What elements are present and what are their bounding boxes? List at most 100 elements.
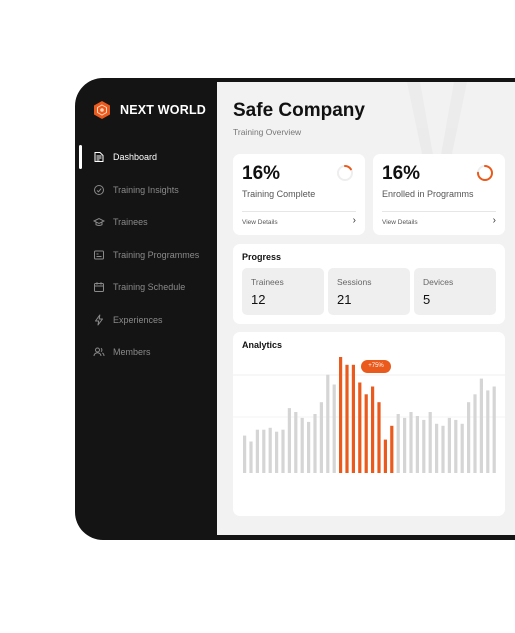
view-details-link[interactable]: View Details [242,219,278,226]
chart-bar [447,417,451,473]
sidebar: NEXT WORLD Dashboard Training Insights [75,78,217,540]
chart-bar [319,402,323,473]
analytics-title: Analytics [242,340,283,350]
chart-bar [396,414,400,473]
chevron-right-icon[interactable]: › [352,215,356,226]
sidebar-item-label: Training Programmes [113,249,200,260]
sidebar-item-experiences[interactable]: Experiences [93,309,199,331]
chart-bar [428,412,432,473]
chart-bar [326,374,330,473]
chart-bar [358,382,362,473]
chart-bar [454,419,458,473]
metric-trainees[interactable]: Trainees 12 [242,268,324,315]
sidebar-item-label: Training Insights [113,184,179,195]
sidebar-item-label: Members [113,347,151,357]
chart-bar [345,364,349,473]
chevron-right-icon[interactable]: › [492,215,496,226]
chart-bar [383,439,387,473]
sidebar-item-training-programmes[interactable]: Training Programmes [93,244,199,266]
chart-bar [281,429,285,473]
brand-name: NEXT WORLD [120,103,207,117]
programmes-icon [93,249,105,261]
chart-bar [262,429,266,473]
metric-value: 21 [337,292,352,307]
sidebar-item-training-schedule[interactable]: Training Schedule [93,276,199,298]
chart-bar [275,431,279,473]
chart-bar [467,402,471,473]
brand[interactable]: NEXT WORLD [92,100,206,120]
sidebar-nav: Dashboard Training Insights Trainees Tra… [93,146,199,374]
metric-value: 5 [423,292,431,307]
sidebar-item-dashboard[interactable]: Dashboard [93,146,199,168]
insights-icon [93,184,105,196]
chart-bar [249,441,253,473]
tablet-device: NEXT WORLD Dashboard Training Insights [75,78,515,540]
metric-value: 12 [251,292,266,307]
metric-devices[interactable]: Devices 5 [414,268,496,315]
watermark-graphic [407,82,467,202]
sidebar-item-training-insights[interactable]: Training Insights [93,179,199,201]
progress-ring-icon [337,165,353,181]
chart-bar [371,386,375,473]
sidebar-item-label: Training Schedule [113,282,186,292]
chart-bar [415,416,419,473]
chart-bar [460,423,464,473]
page-subtitle: Training Overview [233,127,302,137]
stat-value: 16% [382,163,421,184]
sidebar-item-members[interactable]: Members [93,341,199,363]
chart-bar [492,386,496,473]
members-icon [93,346,105,358]
chart-bar [243,435,247,473]
training-complete-card: 16% Training Complete View Details › [233,154,365,235]
chart-bar [473,394,477,473]
chart-bar [313,414,317,473]
main-content: Safe Company Training Overview 16% Train… [217,82,515,535]
change-badge: +75% [361,360,391,373]
chart-bar [300,417,304,473]
enrolled-card: 16% Enrolled in Programms View Details › [373,154,505,235]
metric-sessions[interactable]: Sessions 21 [328,268,410,315]
chart-bar [479,378,483,473]
analytics-chart [233,357,505,473]
chart-bar [441,425,445,473]
logo-icon [92,100,112,120]
chart-bar [255,429,259,473]
graduation-cap-icon [93,216,105,228]
progress-title: Progress [242,252,282,262]
chart-bar [307,421,311,473]
chart-bar [377,402,381,473]
metric-label: Sessions [337,277,372,287]
calendar-icon [93,281,105,293]
chart-bar [268,427,272,473]
chart-bar [351,364,355,473]
chart-bar [403,417,407,473]
analytics-card: Analytics +75% [233,332,505,516]
divider [242,211,356,212]
chart-bar [332,384,336,473]
chart-bar [339,357,343,473]
device-bottom-edge [217,535,515,540]
progress-card: Progress Trainees 12 Sessions 21 Devices… [233,244,505,324]
active-indicator [79,145,82,169]
chart-bar [390,425,394,473]
chart-bar [287,408,291,473]
chart-bar [435,423,439,473]
page-title: Safe Company [233,100,365,121]
progress-ring-icon [477,165,493,181]
metric-label: Devices [423,277,454,287]
sidebar-item-label: Experiences [113,314,163,325]
metric-label: Trainees [251,277,284,287]
sidebar-item-label: Trainees [113,217,148,227]
view-details-link[interactable]: View Details [382,219,418,226]
divider [382,211,496,212]
stat-value: 16% [242,163,281,184]
dashboard-icon [93,151,105,163]
stat-label: Enrolled in Programms [382,189,474,199]
lightning-icon [93,314,105,326]
sidebar-item-label: Dashboard [113,152,158,162]
stat-label: Training Complete [242,189,316,199]
sidebar-item-trainees[interactable]: Trainees [93,211,199,233]
chart-bar [422,419,426,473]
chart-bar [364,394,368,473]
chart-bar [409,412,413,473]
